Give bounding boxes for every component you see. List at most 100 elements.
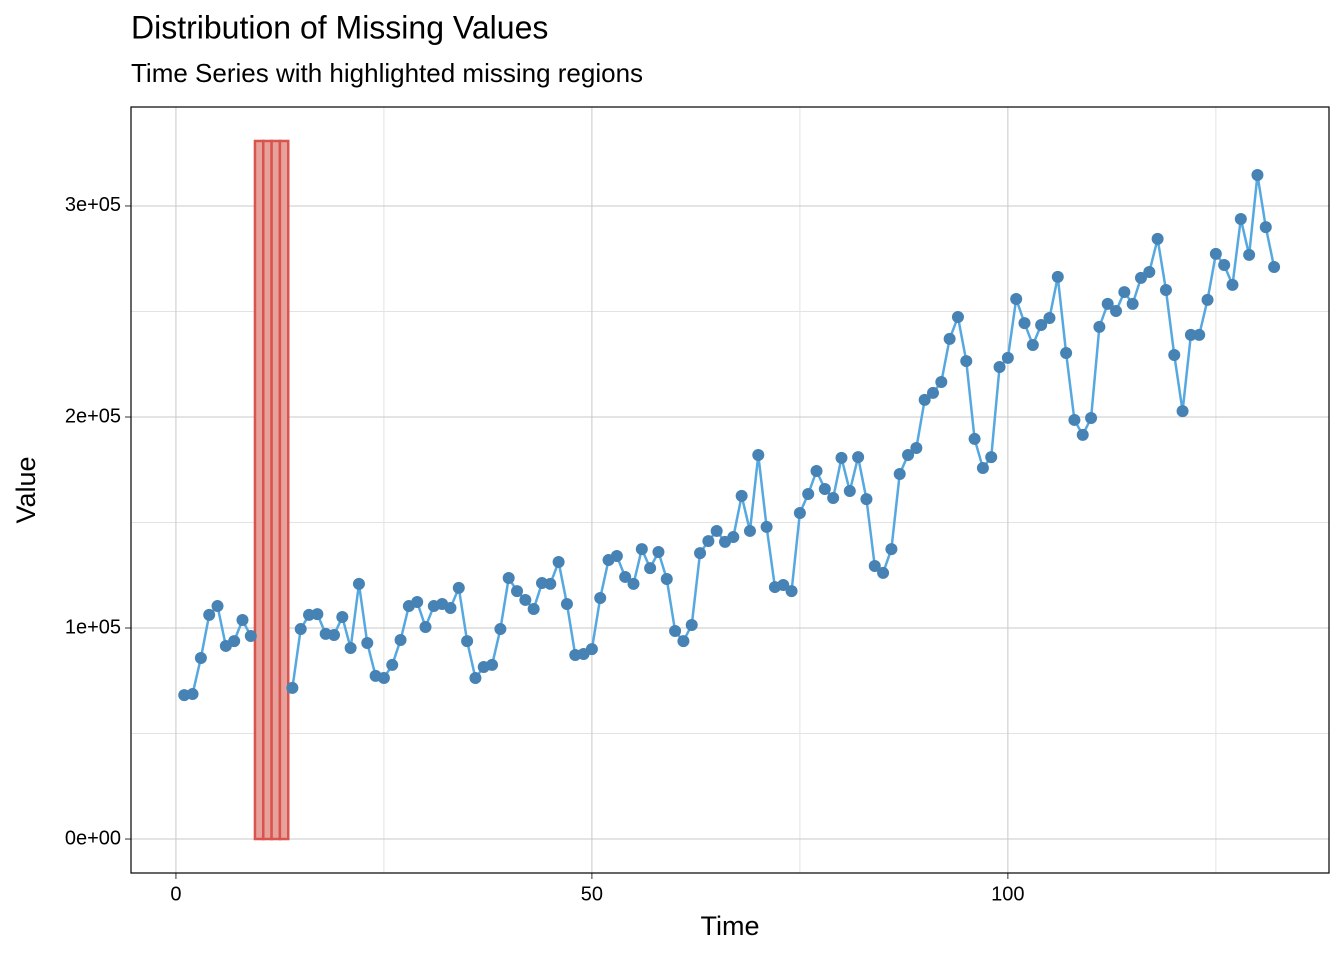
data-point <box>802 488 815 501</box>
data-point <box>1159 283 1172 296</box>
data-point <box>1193 328 1206 341</box>
chart-subtitle: Time Series with highlighted missing reg… <box>131 58 643 88</box>
data-point <box>968 432 981 445</box>
data-point <box>976 462 989 475</box>
data-point <box>560 597 573 610</box>
data-point <box>752 448 765 461</box>
data-point <box>843 485 856 498</box>
data-point <box>702 535 715 548</box>
missing-region <box>278 139 290 841</box>
data-point <box>494 623 507 636</box>
data-point <box>951 310 964 323</box>
data-point <box>361 636 374 649</box>
data-point <box>943 332 956 345</box>
data-point <box>860 493 873 506</box>
x-tick-label: 50 <box>581 883 603 905</box>
series-line <box>291 174 1276 689</box>
data-point <box>918 393 931 406</box>
data-point <box>1110 305 1123 318</box>
data-point <box>203 608 216 621</box>
data-point <box>1151 232 1164 245</box>
data-point <box>594 592 607 605</box>
data-point <box>935 375 948 388</box>
data-point <box>877 566 890 579</box>
data-point <box>635 543 648 556</box>
y-tick-label: 2e+05 <box>65 405 121 427</box>
data-point <box>1035 318 1048 331</box>
data-point <box>660 573 673 586</box>
data-point <box>1259 221 1272 234</box>
data-point <box>194 651 207 664</box>
data-point <box>1068 413 1081 426</box>
data-point <box>344 642 357 655</box>
data-point <box>985 451 998 464</box>
chart-title: Distribution of Missing Values <box>131 9 548 45</box>
data-point <box>1143 266 1156 279</box>
data-point <box>511 585 524 598</box>
data-point <box>444 601 457 614</box>
data-point <box>294 623 307 636</box>
data-point <box>1026 339 1039 352</box>
data-point <box>211 600 224 613</box>
data-point <box>452 581 465 594</box>
data-point <box>1268 260 1281 273</box>
data-point <box>377 672 390 685</box>
data-point <box>735 489 748 502</box>
data-point <box>244 630 257 643</box>
data-point <box>1234 213 1247 226</box>
x-tick-label: 100 <box>991 883 1024 905</box>
data-point <box>835 451 848 464</box>
data-point <box>411 596 424 609</box>
data-point <box>818 482 831 495</box>
data-point <box>926 386 939 399</box>
data-point <box>827 492 840 505</box>
data-point <box>893 467 906 480</box>
y-tick-label: 3e+05 <box>65 194 121 216</box>
data-point <box>386 658 399 671</box>
data-point <box>1043 312 1056 325</box>
data-point <box>1051 270 1064 283</box>
data-point <box>785 585 798 598</box>
data-point <box>1226 278 1239 291</box>
data-point <box>1126 297 1139 310</box>
data-point <box>352 577 365 590</box>
data-point <box>1001 351 1014 364</box>
x-tick-label: 0 <box>170 883 181 905</box>
data-point <box>1093 320 1106 333</box>
data-point <box>1209 247 1222 260</box>
data-point <box>793 507 806 520</box>
plot-frame <box>130 106 1330 874</box>
data-point <box>868 559 881 572</box>
data-point <box>1085 412 1098 425</box>
data-point <box>336 611 349 624</box>
data-point <box>1176 405 1189 418</box>
y-axis-label: Value <box>11 456 41 523</box>
y-tick-label: 1e+05 <box>65 616 121 638</box>
data-point <box>652 546 665 559</box>
data-point <box>910 442 923 455</box>
data-point <box>186 688 199 701</box>
data-point <box>486 658 499 671</box>
data-point <box>1076 428 1089 441</box>
data-point <box>760 520 773 533</box>
data-point <box>852 451 865 464</box>
data-point <box>502 571 515 584</box>
data-point <box>777 578 790 591</box>
data-point <box>461 635 474 648</box>
data-point <box>286 681 299 694</box>
data-point <box>544 577 557 590</box>
data-point <box>1101 297 1114 310</box>
data-point <box>810 465 823 478</box>
data-point <box>1134 271 1147 284</box>
data-point <box>419 620 432 633</box>
data-point <box>1201 293 1214 306</box>
data-point <box>1060 347 1073 360</box>
data-point <box>677 635 690 648</box>
data-point <box>1118 286 1131 299</box>
data-point <box>1184 328 1197 341</box>
data-point <box>669 624 682 637</box>
data-point <box>694 547 707 560</box>
data-point <box>228 635 241 648</box>
data-point <box>394 634 407 647</box>
